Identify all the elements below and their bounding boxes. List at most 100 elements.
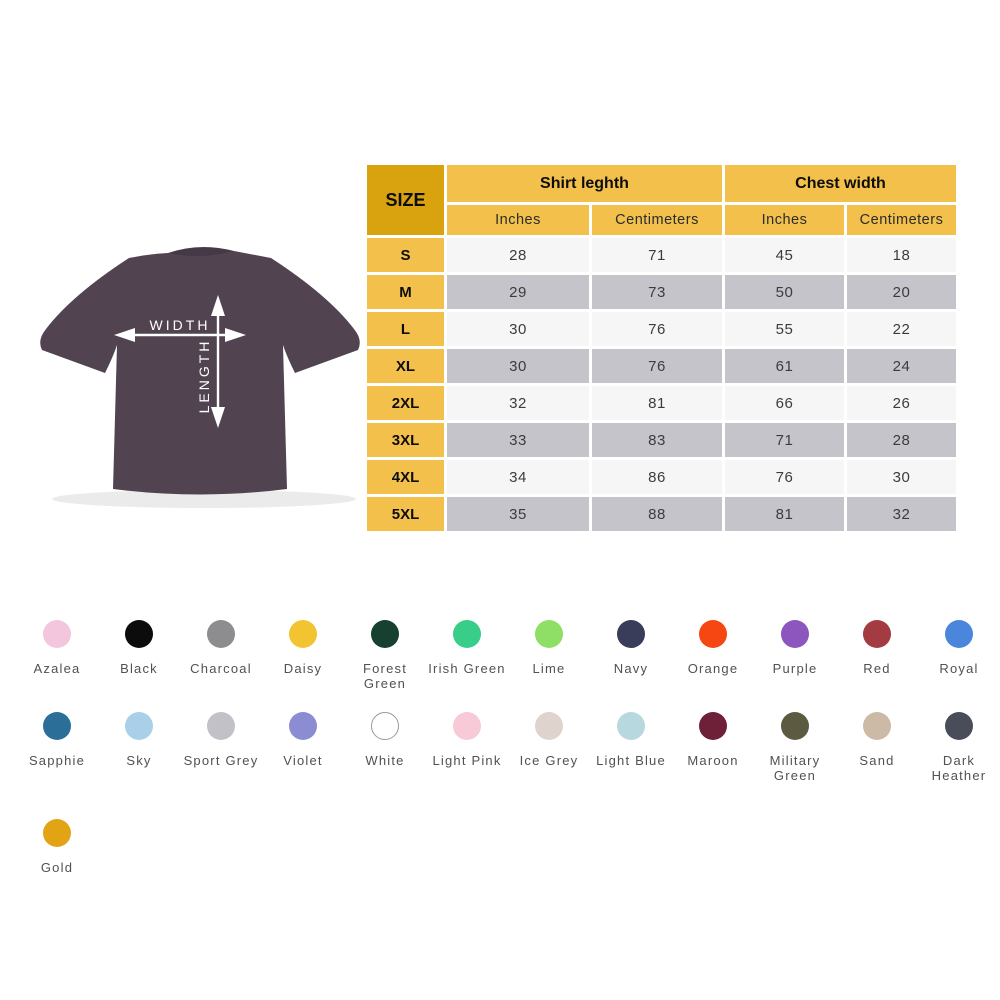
color-name: Royal — [939, 661, 979, 676]
color-name: Violet — [283, 753, 323, 768]
color-dot — [207, 620, 235, 648]
shirt-length-centimeters-header: Centimeters — [592, 205, 722, 235]
size-value: 55 — [725, 312, 844, 346]
size-value: 35 — [447, 497, 589, 531]
color-name: Navy — [613, 661, 649, 676]
size-value: 71 — [592, 238, 722, 272]
color-swatch: Irish Green — [426, 620, 508, 691]
color-swatch: Sand — [836, 712, 918, 783]
size-value: 81 — [592, 386, 722, 420]
color-swatch: Royal — [918, 620, 1000, 691]
color-dot — [945, 712, 973, 740]
size-value: 76 — [725, 460, 844, 494]
tshirt-collar — [169, 247, 233, 257]
size-value: 50 — [725, 275, 844, 309]
color-name: Daisy — [283, 661, 323, 676]
color-dot — [453, 620, 481, 648]
size-row: L 30 76 55 22 — [367, 312, 956, 346]
size-value: 34 — [447, 460, 589, 494]
chest-width-header: Chest width — [725, 165, 956, 202]
color-dot — [617, 620, 645, 648]
arrow-head-top — [211, 295, 225, 316]
size-table-body: S 28 71 45 18 M 29 73 50 20 L 30 76 55 2… — [367, 238, 956, 531]
size-row: 2XL 32 81 66 26 — [367, 386, 956, 420]
size-row: S 28 71 45 18 — [367, 238, 956, 272]
color-name: Sport Grey — [183, 753, 259, 768]
color-swatch: Daisy — [262, 620, 344, 691]
color-swatch: Sapphie — [16, 712, 98, 783]
color-swatch: Red — [836, 620, 918, 691]
size-value: 28 — [847, 423, 956, 457]
color-swatch: Lime — [508, 620, 590, 691]
shirt-length-header: Shirt leghth — [447, 165, 722, 202]
color-dot — [371, 712, 399, 740]
size-label: L — [367, 312, 444, 346]
size-column-header: SIZE — [367, 165, 444, 235]
size-label: 3XL — [367, 423, 444, 457]
size-row: M 29 73 50 20 — [367, 275, 956, 309]
color-dot — [125, 712, 153, 740]
color-name: Light Blue — [596, 753, 666, 768]
width-label: WIDTH — [150, 317, 211, 333]
color-swatch: Charcoal — [180, 620, 262, 691]
swatch-row-3: Gold — [16, 819, 1000, 875]
size-value: 18 — [847, 238, 956, 272]
size-value: 66 — [725, 386, 844, 420]
color-dot — [699, 712, 727, 740]
color-name: Black — [120, 661, 158, 676]
color-dot — [371, 620, 399, 648]
size-value: 33 — [447, 423, 589, 457]
size-value: 88 — [592, 497, 722, 531]
size-table-container: SIZE Shirt leghth Chest width Inches Cen… — [364, 162, 959, 534]
color-name: Irish Green — [428, 661, 506, 676]
color-swatch: Azalea — [16, 620, 98, 691]
size-row: 4XL 34 86 76 30 — [367, 460, 956, 494]
group-header-row: SIZE Shirt leghth Chest width — [367, 165, 956, 235]
color-dot — [863, 712, 891, 740]
color-name: Orange — [687, 661, 739, 676]
size-value: 61 — [725, 349, 844, 383]
color-dot — [289, 620, 317, 648]
color-dot — [699, 620, 727, 648]
size-value: 26 — [847, 386, 956, 420]
size-value: 24 — [847, 349, 956, 383]
size-value: 32 — [447, 386, 589, 420]
color-dot — [43, 819, 71, 847]
color-swatch: Ice Grey — [508, 712, 590, 783]
color-dot — [289, 712, 317, 740]
size-value: 45 — [725, 238, 844, 272]
size-row: 3XL 33 83 71 28 — [367, 423, 956, 457]
color-swatch: Purple — [754, 620, 836, 691]
size-value: 29 — [447, 275, 589, 309]
color-dot — [43, 620, 71, 648]
size-label: M — [367, 275, 444, 309]
size-value: 22 — [847, 312, 956, 346]
tshirt-diagram: WIDTH LENGTH — [28, 233, 368, 525]
color-swatch: Gold — [16, 819, 98, 875]
color-name: Purple — [772, 661, 818, 676]
tshirt-shadow — [52, 490, 356, 508]
size-value: 81 — [725, 497, 844, 531]
color-dot — [781, 712, 809, 740]
color-swatch: Maroon — [672, 712, 754, 783]
color-name: Gold — [40, 860, 74, 875]
color-name: White — [365, 753, 405, 768]
color-swatch: White — [344, 712, 426, 783]
size-value: 32 — [847, 497, 956, 531]
arrow-head-bottom — [211, 407, 225, 428]
size-label: 5XL — [367, 497, 444, 531]
color-dot — [535, 620, 563, 648]
color-name: Sand — [859, 753, 895, 768]
color-name: Red — [863, 661, 891, 676]
size-value: 71 — [725, 423, 844, 457]
chest-width-inches-header: Inches — [725, 205, 844, 235]
size-value: 30 — [447, 349, 589, 383]
color-name: Azalea — [33, 661, 81, 676]
color-dot — [535, 712, 563, 740]
tshirt-illustration: WIDTH LENGTH — [40, 246, 360, 508]
size-label: 4XL — [367, 460, 444, 494]
color-swatch: Black — [98, 620, 180, 691]
color-swatch: Sky — [98, 712, 180, 783]
size-table: SIZE Shirt leghth Chest width Inches Cen… — [364, 162, 959, 534]
